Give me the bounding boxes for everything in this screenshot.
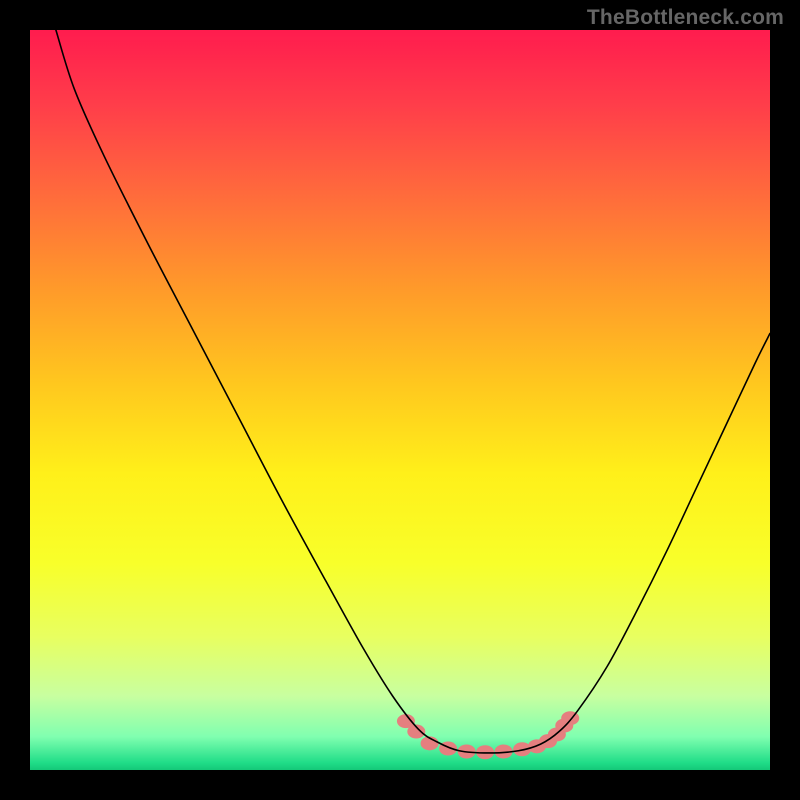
- chart-frame: [30, 30, 770, 770]
- chart-svg: [30, 30, 770, 770]
- watermark-text: TheBottleneck.com: [587, 6, 784, 30]
- chart-background: [30, 30, 770, 770]
